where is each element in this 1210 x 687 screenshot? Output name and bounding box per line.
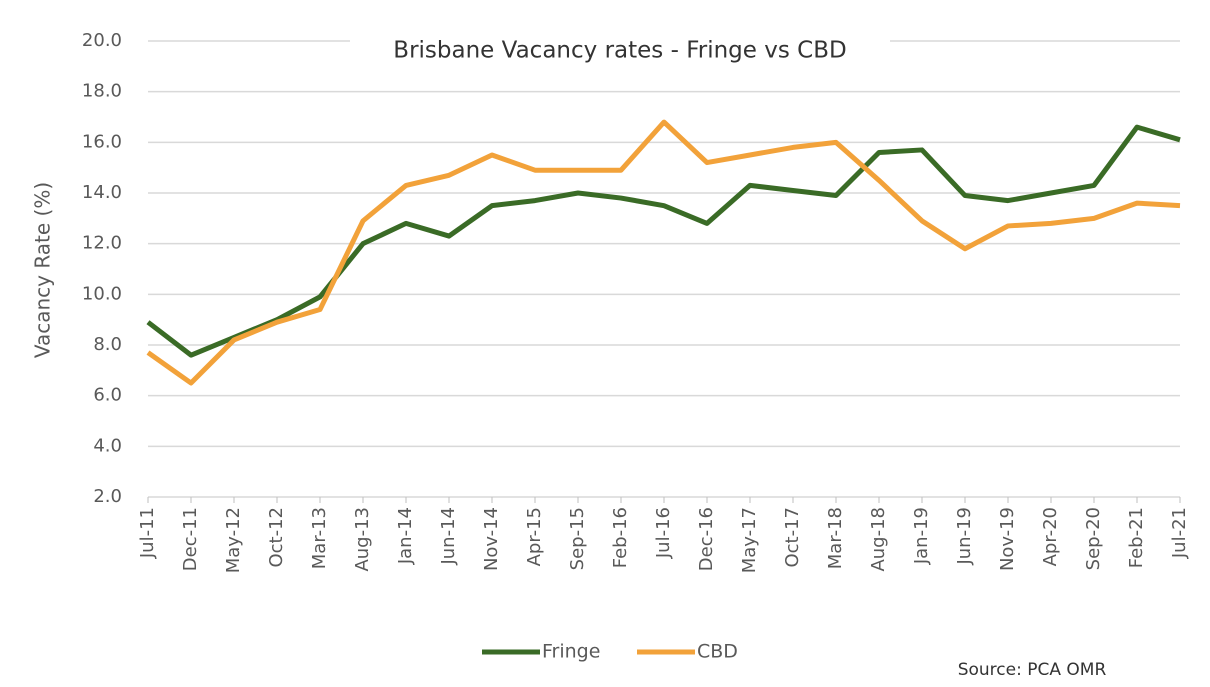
x-tick-label: Apr-15 (524, 507, 545, 566)
y-tick-label: 12.0 (82, 233, 122, 254)
series-line (146, 124, 1181, 358)
x-tick-label: Jan-19 (911, 507, 932, 565)
y-tick-label: 18.0 (82, 81, 122, 102)
x-tick-label: Apr-20 (1040, 507, 1061, 566)
x-tick-label: Jun-19 (954, 507, 975, 566)
y-tick-label: 8.0 (93, 334, 122, 355)
source: Source: PCA OMR (958, 660, 1107, 680)
x-tick-label: Jun-14 (438, 507, 459, 566)
x-tick-label: Nov-19 (997, 507, 1018, 571)
x-tick-label: Oct-17 (782, 507, 803, 568)
x-tick-label: Feb-16 (610, 507, 631, 568)
y-tick-label: 20.0 (82, 30, 122, 51)
x-tick-label: Mar-13 (309, 507, 330, 569)
y-tick-label: 14.0 (82, 182, 122, 203)
legend-label: CBD (697, 641, 738, 663)
chart-title: Brisbane Vacancy rates - Fringe vs CBD (393, 38, 846, 64)
x-tick-label: Aug-18 (868, 507, 889, 572)
x-tick-label: Oct-12 (266, 507, 287, 568)
x-tick-label: Dec-11 (180, 507, 201, 571)
x-tick-label: Jul-21 (1169, 507, 1190, 559)
series-line (146, 119, 1181, 386)
x-tick-label: Sep-15 (567, 507, 588, 570)
x-tick-label: Aug-13 (352, 507, 373, 572)
y-tick-label: 4.0 (93, 435, 122, 456)
x-tick-label: Dec-16 (696, 507, 717, 571)
y-tick-label: 6.0 (93, 385, 122, 406)
x-tick-label: Jul-16 (653, 507, 674, 559)
x-tick-label: Mar-18 (825, 507, 846, 569)
title-backdrop (350, 30, 890, 70)
x-tick-label: Jan-14 (395, 507, 416, 565)
x-tick-label: Nov-14 (481, 507, 502, 571)
legend-label: Fringe (542, 641, 600, 663)
x-tick-label: Jul-11 (137, 507, 158, 559)
y-tick-label: 2.0 (93, 486, 122, 507)
x-tick-label: Sep-20 (1083, 507, 1104, 570)
x-tick-label: Feb-21 (1126, 507, 1147, 568)
y-tick-label: 10.0 (82, 283, 122, 304)
y-tick-label: 16.0 (82, 131, 122, 152)
x-tick-label: May-17 (739, 507, 760, 573)
x-tick-label: May-12 (223, 507, 244, 573)
y-axis-label: Vacancy Rate (%) (31, 182, 55, 358)
